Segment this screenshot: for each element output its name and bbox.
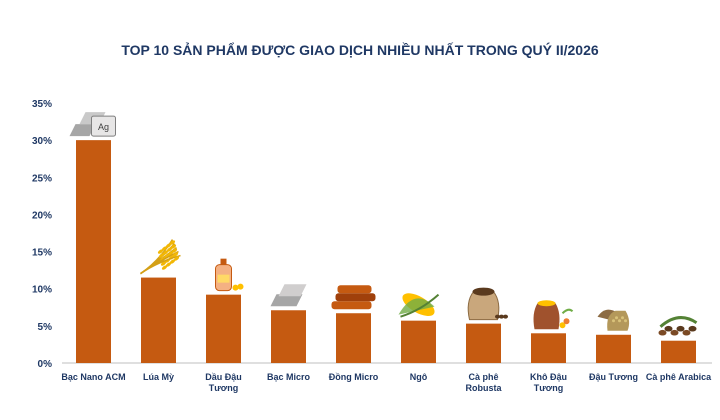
- y-tick-label: 35%: [32, 99, 52, 110]
- soybean-sack-icon: [597, 309, 630, 331]
- silver-ingot-icon: Ag: [69, 112, 116, 137]
- product-icons: Ag: [69, 112, 698, 336]
- bar: [206, 294, 241, 363]
- bar: [76, 140, 111, 363]
- y-tick-label: 30%: [32, 136, 52, 147]
- soybean-oil-icon: [215, 258, 244, 292]
- bar: [466, 323, 501, 363]
- y-tick-label: 5%: [38, 322, 53, 333]
- x-tick-label: Dầu Đậu: [205, 372, 242, 382]
- bar: [271, 310, 306, 363]
- y-tick-label: 20%: [32, 210, 52, 221]
- y-tick-label: 15%: [32, 248, 52, 259]
- x-tick-label: Đậu Tương: [589, 372, 638, 382]
- corn-icon: [398, 293, 440, 318]
- y-axis-ticks: 0% 5% 10% 15% 20% 25% 30% 35%: [32, 99, 52, 370]
- x-tick-label: Cà phê: [468, 372, 498, 382]
- silver-bar-icon: [270, 284, 307, 307]
- bar: [661, 340, 696, 363]
- x-tick-label: Lúa Mỳ: [143, 372, 174, 382]
- coffee-beans-icon: [658, 316, 698, 336]
- y-tick-label: 0%: [38, 359, 53, 370]
- x-tick-label: Tương: [534, 383, 563, 393]
- chart-title: TOP 10 SẢN PHẨM ĐƯỢC GIAO DỊCH NHIỀU NHẤ…: [121, 42, 599, 58]
- y-tick-label: 10%: [32, 285, 52, 296]
- soybean-meal-icon: [533, 300, 574, 330]
- svg-text:Ag: Ag: [98, 122, 109, 132]
- bar: [141, 277, 176, 363]
- bar: [596, 334, 631, 363]
- bar: [531, 333, 566, 363]
- x-tick-label: Robusta: [466, 383, 503, 393]
- x-tick-label: Đồng Micro: [329, 372, 379, 382]
- x-tick-label: Bạc Micro: [267, 372, 311, 382]
- x-tick-label: Bạc Nano ACM: [61, 372, 125, 382]
- coffee-sack-icon: [467, 287, 508, 321]
- y-tick-label: 25%: [32, 173, 52, 184]
- x-tick-label: Ngô: [410, 372, 428, 382]
- bar: [401, 320, 436, 363]
- bar: [336, 313, 371, 363]
- wheat-icon: [140, 239, 181, 275]
- x-tick-label: Tương: [209, 383, 238, 393]
- x-tick-label: Cà phê Arabica: [646, 372, 712, 382]
- copper-bar-icon: [331, 285, 376, 310]
- bars: [76, 140, 696, 363]
- x-tick-label: Khô Đậu: [530, 372, 567, 382]
